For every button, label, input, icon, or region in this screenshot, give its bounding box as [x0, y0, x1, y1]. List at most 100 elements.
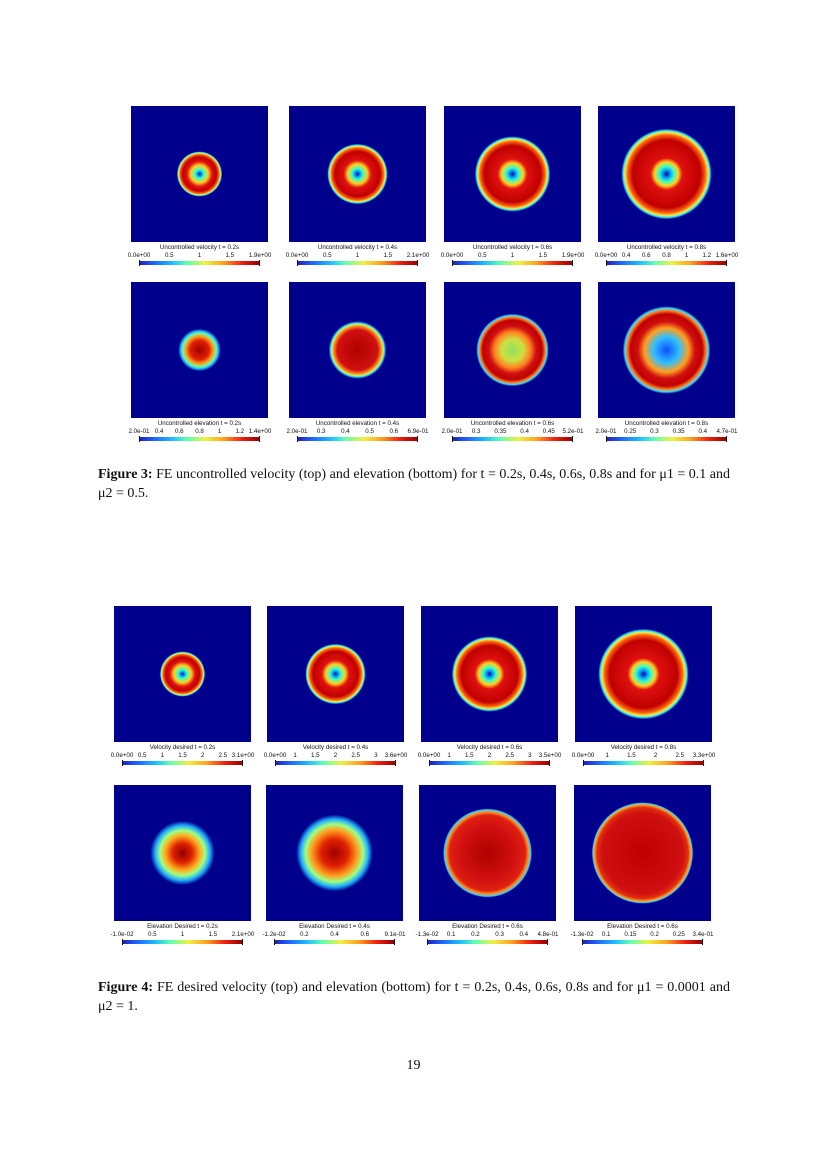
field-plot	[598, 282, 735, 418]
colorbar-ticks: 0.0e+00 0.5 1 1.5 2 2.5 3.1e+00	[111, 752, 255, 760]
colorbar-tick-label: 0.6	[389, 428, 399, 435]
colorbar-ticks: 0.0e+00 0.5 1 1.5 1.9e+00	[128, 252, 272, 260]
figure-3-caption-label: Figure 3:	[98, 467, 153, 482]
colorbar-tick-label: 1	[197, 252, 202, 259]
colorbar-tick-label: 5.2e-01	[562, 428, 584, 435]
colorbar-tick-label: 1.9e+00	[561, 252, 585, 259]
colorbar-tick-label: 1.6e+00	[715, 252, 739, 259]
colorbar-tick-label: 0.35	[672, 428, 685, 435]
colorbar-tick-label: 1	[605, 752, 609, 759]
field-disc	[622, 306, 711, 394]
colorbar-tick-label: 0.8	[662, 252, 671, 259]
colorbar-tick-label: 1	[180, 931, 185, 938]
colorbar-tick-label: 3.3e+00	[692, 752, 716, 759]
colorbar-tick-label: 0.0e+00	[417, 752, 441, 759]
colorbar-tick-label: 2.5	[351, 752, 360, 759]
colorbar-tick-label: -1.3e-02	[570, 931, 594, 938]
plot-label: Elevation Desired t = 0.4s	[299, 923, 370, 930]
colorbar-tick-label: 1.5	[627, 752, 636, 759]
colorbar-tick-label: -1.2e-02	[262, 931, 286, 938]
colorbar-tick-label: 1	[217, 428, 222, 435]
colorbar	[274, 939, 395, 945]
colorbar-tick-label: 0.25	[624, 428, 637, 435]
colorbar-tick-label: 3.6e+00	[384, 752, 408, 759]
colorbar-ticks: 0.0e+00 0.4 0.6 0.8 1 1.2 1.6e+00	[595, 252, 739, 260]
colorbar	[122, 760, 243, 766]
colorbar-tick-label: 0.3	[471, 428, 481, 435]
colorbar-ticks: -1.3e-02 0.1 0.2 0.3 0.4 4.8e-01	[415, 931, 558, 939]
field-disc	[296, 814, 373, 892]
colorbar	[139, 260, 260, 266]
colorbar-tick-label: 1	[293, 752, 297, 759]
colorbar-ticks: -1.3e-02 0.1 0.15 0.2 0.25 3.4e-01	[570, 931, 713, 939]
field-disc	[328, 321, 387, 379]
plot-label: Uncontrolled elevation t = 0.4s	[315, 420, 400, 427]
field-plot	[574, 785, 711, 921]
colorbar-tick-label: 2.1e+00	[231, 931, 255, 938]
colorbar-tick-label: 2	[333, 752, 338, 759]
colorbar-ticks: 0.0e+00 1 1.5 2 2.5 3 3.6e+00	[264, 752, 408, 760]
colorbar-tick-label: 0.35	[494, 428, 507, 435]
field-plot	[131, 106, 268, 242]
colorbar-tick-label: 1.5	[225, 252, 235, 259]
colorbar-ticks: 2.0e-01 0.4 0.6 0.8 1 1.2 1.4e+00	[129, 428, 272, 436]
field-plot	[444, 106, 581, 242]
field-disc	[442, 808, 533, 898]
colorbar	[297, 260, 418, 266]
colorbar-tick-label: 0.5	[164, 252, 174, 259]
colorbar-tick-label: 0.25	[672, 931, 685, 938]
field-plot	[575, 606, 712, 742]
colorbar-tick-label: 0.3	[650, 428, 659, 435]
colorbar-ticks: 2.0e-01 0.3 0.35 0.4 0.45 5.2e-01	[442, 428, 584, 436]
plot-label: Uncontrolled elevation t = 0.6s	[470, 420, 555, 427]
colorbar-tick-label: 1.5	[178, 752, 187, 759]
colorbar-tick-label: 0.45	[542, 428, 555, 435]
colorbar-ticks: 0.0e+00 0.5 1 1.5 2.1e+00	[286, 252, 430, 260]
field-disc	[178, 328, 221, 372]
plot-label: Velocity desired t = 0.2s	[149, 744, 216, 751]
colorbar-tick-label: 0.3	[495, 931, 504, 938]
colorbar-tick-label: 0.1	[601, 931, 611, 938]
colorbar-ticks: 2.0e-01 0.3 0.4 0.5 0.6 6.9e-01	[287, 428, 429, 436]
plot-label: Elevation Desired t = 0.6s	[452, 923, 523, 930]
colorbar-tick-label: 3.5e+00	[538, 752, 562, 759]
field-plot	[267, 606, 404, 742]
figure-4-caption-label: Figure 4:	[98, 980, 154, 995]
colorbar-tick-label: 0.4	[154, 428, 164, 435]
colorbar-tick-label: 1.9e+00	[248, 252, 272, 259]
colorbar-tick-label: 3.1e+00	[231, 752, 255, 759]
colorbar-tick-label: 3	[528, 752, 532, 759]
colorbar-tick-label: 0.2	[299, 931, 309, 938]
colorbar-tick-label: 0.0e+00	[127, 252, 151, 259]
field-plot	[266, 785, 403, 921]
field-disc	[598, 628, 689, 720]
plot-label: Uncontrolled velocity t = 0.2s	[159, 244, 240, 251]
colorbar-tick-label: 0.5	[147, 931, 157, 938]
colorbar-tick-label: 0.2	[471, 931, 480, 938]
colorbar-tick-label: 0.0e+00	[571, 752, 595, 759]
colorbar-tick-label: 3	[374, 752, 378, 759]
colorbar-tick-label: 2.0e-01	[128, 428, 150, 435]
field-disc	[327, 143, 388, 205]
field-plot	[114, 606, 251, 742]
colorbar-ticks: 0.0e+00 1 1.5 2 2.5 3 3.5e+00	[418, 752, 562, 760]
colorbar	[606, 260, 727, 266]
colorbar	[583, 760, 704, 766]
colorbar-tick-label: 1.5	[538, 252, 548, 259]
colorbar-ticks: -1.2e-02 0.2 0.4 0.6 9.1e-01	[262, 931, 405, 939]
colorbar-tick-label: 2	[653, 752, 658, 759]
colorbar-tick-label: 0.0e+00	[285, 252, 309, 259]
colorbar	[275, 760, 396, 766]
plot-label: Elevation Desired t = 0.6s	[607, 923, 678, 930]
colorbar-tick-label: 0.5	[322, 252, 332, 259]
colorbar	[452, 260, 573, 266]
field-disc	[305, 643, 366, 705]
colorbar-tick-label: 1.4e+00	[248, 428, 272, 435]
figure-4-caption-text: FE desired velocity (top) and elevation …	[98, 980, 730, 1014]
plot-label: Uncontrolled velocity t = 0.4s	[317, 244, 398, 251]
colorbar-tick-label: 2	[487, 752, 492, 759]
figure-3-caption-text: FE uncontrolled velocity (top) and eleva…	[98, 467, 731, 501]
field-disc	[159, 651, 206, 697]
colorbar-tick-label: 1	[447, 752, 451, 759]
colorbar-tick-label: -1.0e-02	[110, 931, 134, 938]
